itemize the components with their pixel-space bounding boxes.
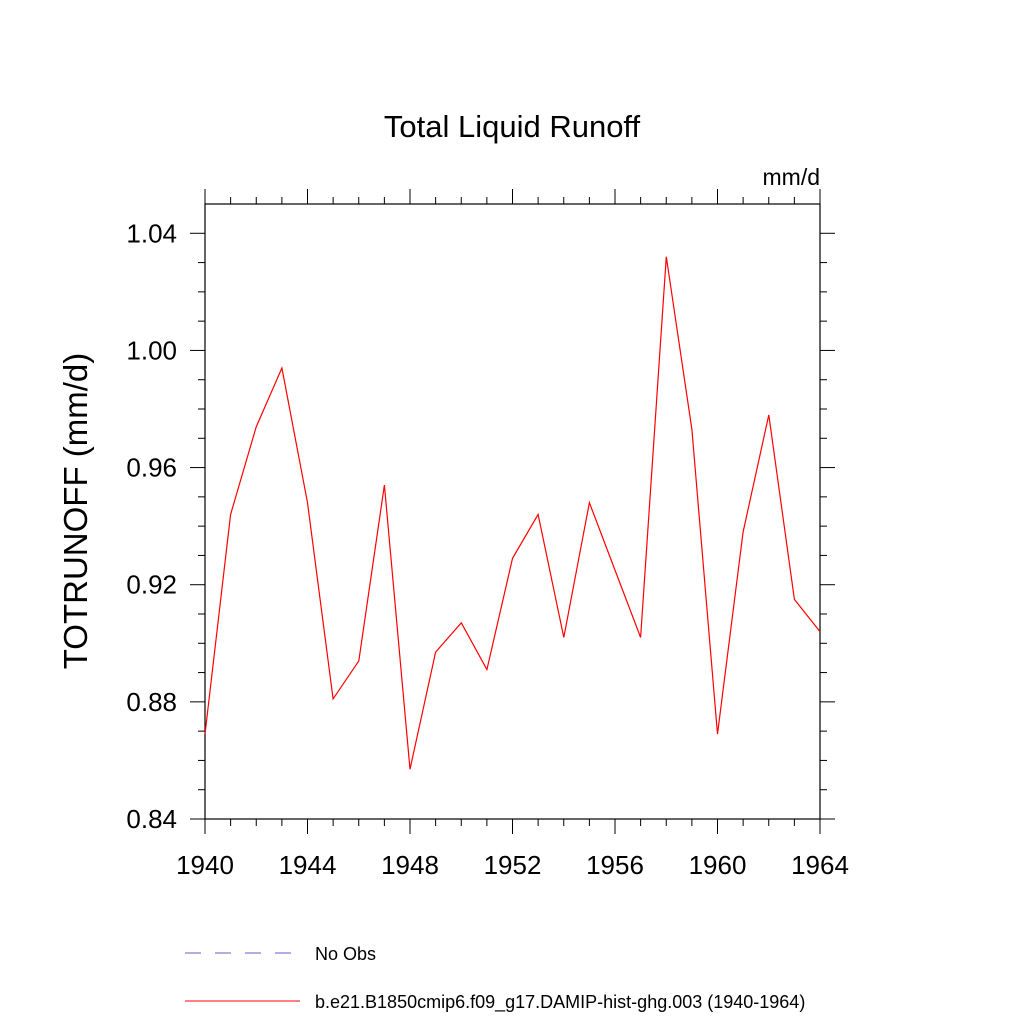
series-layer	[204, 256, 821, 770]
x-tick-label: 1940	[176, 850, 234, 880]
y-tick-label: 1.04	[126, 218, 177, 248]
series-line	[204, 256, 821, 770]
x-tick-label: 1952	[484, 850, 542, 880]
legend-label: No Obs	[315, 944, 376, 964]
y-tick-label: 0.88	[126, 687, 177, 717]
x-tick-label: 1944	[279, 850, 337, 880]
minor-ticks	[198, 197, 827, 826]
x-tick-label: 1956	[586, 850, 644, 880]
x-tick-label: 1960	[689, 850, 747, 880]
major-ticks	[190, 189, 835, 834]
plot-frame	[204, 203, 821, 820]
x-tick-label: 1948	[381, 850, 439, 880]
y-tick-labels: 0.84 0.88 0.92 0.96 1.00 1.04	[126, 218, 177, 834]
x-tick-labels: 1940 1944 1948 1952 1956 1960 1964	[176, 850, 849, 880]
plot-border	[204, 203, 821, 820]
legend: No Obs b.e21.B1850cmip6.f09_g17.DAMIP-his…	[185, 944, 805, 1013]
y-tick-label: 0.92	[126, 570, 177, 600]
y-tick-label: 1.00	[126, 335, 177, 365]
x-tick-label: 1964	[791, 850, 849, 880]
chart-title: Total Liquid Runoff	[384, 109, 641, 144]
units-label: mm/d	[763, 164, 821, 190]
y-tick-label: 0.84	[126, 804, 177, 834]
y-tick-label: 0.96	[126, 453, 177, 483]
legend-label: b.e21.B1850cmip6.f09_g17.DAMIP-hist-ghg.…	[315, 992, 805, 1013]
y-axis-label: TOTRUNOFF (mm/d)	[57, 353, 94, 670]
